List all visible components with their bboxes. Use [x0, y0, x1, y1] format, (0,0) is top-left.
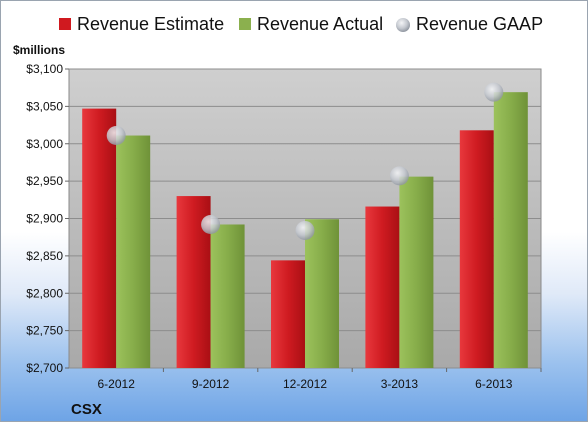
y-tick-label: $2,900: [26, 212, 63, 226]
bar-actual: [116, 135, 151, 368]
bar-actual: [493, 92, 528, 369]
legend-label-actual: Revenue Actual: [257, 14, 383, 34]
y-tick-label: $3,050: [26, 99, 63, 113]
y-tick-label: $3,000: [26, 137, 63, 151]
unit-label: $millions: [13, 43, 65, 57]
bar-estimate: [82, 108, 117, 369]
y-tick-label: $2,800: [26, 286, 63, 300]
y-tick-label: $3,100: [26, 62, 63, 76]
bar-estimate: [365, 206, 400, 368]
gaap-marker: [201, 214, 221, 234]
gaap-markers: [106, 82, 504, 240]
company-label: CSX: [71, 401, 102, 418]
x-tick-label: 9-2012: [192, 377, 230, 391]
x-tick-label: 6-2012: [98, 377, 136, 391]
legend-marker-gaap: [396, 18, 410, 32]
legend-swatch-estimate: [59, 18, 71, 30]
bar-estimate: [271, 260, 305, 368]
y-tick-label: $2,950: [26, 174, 63, 188]
x-axis-ticks: 6-2012 9-2012 12-2012 3-2013 6-2013: [98, 368, 542, 391]
gaap-marker: [484, 82, 504, 102]
x-tick-label: 12-2012: [283, 377, 327, 391]
bar-actual: [399, 176, 434, 368]
x-tick-label: 6-2013: [475, 377, 513, 391]
gaap-marker: [106, 126, 126, 146]
legend-label-gaap: Revenue GAAP: [416, 14, 543, 34]
legend-swatch-actual: [239, 18, 251, 30]
bar-actual: [210, 224, 245, 368]
gaap-marker: [389, 166, 409, 186]
y-axis-ticks: $2,700 $2,750 $2,800 $2,850 $2,900 $2,950 $3,0…: [26, 62, 69, 375]
legend: Revenue Estimate Revenue Actual Revenue …: [59, 14, 543, 34]
y-tick-label: $2,700: [26, 361, 63, 375]
bar-actual: [305, 219, 339, 368]
x-tick-label: 3-2013: [381, 377, 419, 391]
bar-estimate: [459, 130, 494, 368]
gaap-marker: [295, 220, 315, 240]
legend-label-estimate: Revenue Estimate: [77, 14, 224, 34]
y-tick-label: $2,850: [26, 249, 63, 263]
y-tick-label: $2,750: [26, 324, 63, 338]
